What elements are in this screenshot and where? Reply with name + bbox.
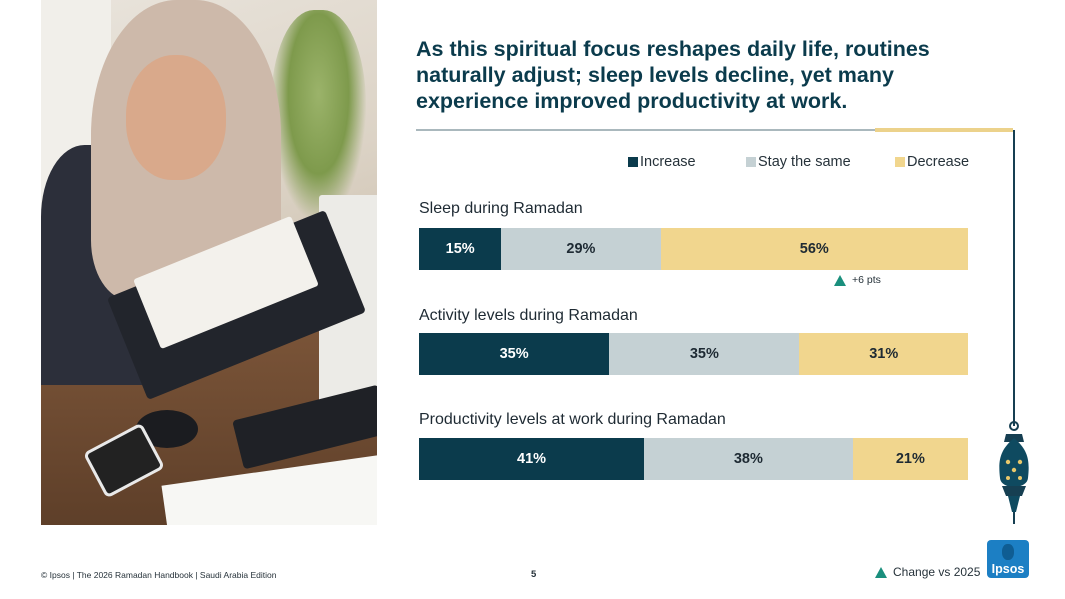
change-legend: Change vs 2025	[875, 565, 980, 579]
legend-item-same: Stay the same	[746, 153, 851, 171]
change-annotation-text: +6 pts	[852, 274, 881, 286]
hero-photo	[41, 0, 377, 525]
bar-segment-increase: 35%	[419, 333, 610, 375]
title-rule	[416, 129, 875, 131]
change-up-icon	[834, 274, 846, 286]
data-label: 21%	[895, 451, 925, 467]
title-rule-accent	[875, 128, 1013, 132]
bar-segment-increase: 41%	[419, 438, 645, 480]
legend-swatch-same	[746, 157, 756, 167]
change-annotation-sleep: +6 pts	[834, 274, 881, 286]
bar-segment-same: 35%	[609, 333, 800, 375]
bar-segment-same: 38%	[644, 438, 853, 480]
legend-swatch-decrease	[895, 157, 905, 167]
data-label: 56%	[799, 241, 829, 257]
legend-label-same: Stay the same	[758, 154, 851, 170]
data-label: 29%	[566, 241, 596, 257]
legend-item-decrease: Decrease	[895, 153, 969, 171]
data-label: 31%	[869, 346, 899, 362]
category-label-activity: Activity levels during Ramadan	[419, 307, 638, 324]
change-legend-label: Change vs 2025	[893, 565, 981, 579]
legend-label-decrease: Decrease	[907, 154, 970, 170]
bar-productivity: 41% 38% 21%	[419, 438, 968, 480]
footer-text: © Ipsos | The 2026 Ramadan Handbook | Sa…	[41, 570, 277, 580]
category-label-productivity: Productivity levels at work during Ramad…	[419, 411, 726, 428]
bar-segment-same: 29%	[501, 228, 661, 270]
data-label: 15%	[445, 241, 475, 257]
bar-segment-decrease: 21%	[852, 438, 968, 480]
category-label-sleep: Sleep during Ramadan	[419, 200, 583, 217]
legend-item-increase: Increase	[628, 153, 696, 171]
data-label: 35%	[499, 346, 529, 362]
bar-sleep: 15% 29% 56%	[419, 228, 968, 270]
page-number: 5	[531, 569, 537, 580]
logo-text: Ipsos	[991, 562, 1025, 576]
bar-segment-increase: 15%	[419, 228, 502, 270]
lantern-wire	[1013, 130, 1015, 426]
legend-label-increase: Increase	[640, 154, 696, 170]
data-label: 35%	[689, 346, 719, 362]
bar-activity: 35% 35% 31%	[419, 333, 968, 375]
slide-title: As this spiritual focus reshapes daily l…	[416, 37, 930, 113]
data-label: 38%	[733, 451, 763, 467]
legend-swatch-increase	[628, 157, 638, 167]
change-legend-up-icon	[875, 566, 887, 578]
ramadan-lantern-icon	[999, 421, 1029, 524]
bar-segment-decrease: 56%	[660, 228, 968, 270]
bar-segment-decrease: 31%	[799, 333, 968, 375]
data-label: 41%	[517, 451, 547, 467]
ipsos-logo: Ipsos	[987, 540, 1029, 578]
